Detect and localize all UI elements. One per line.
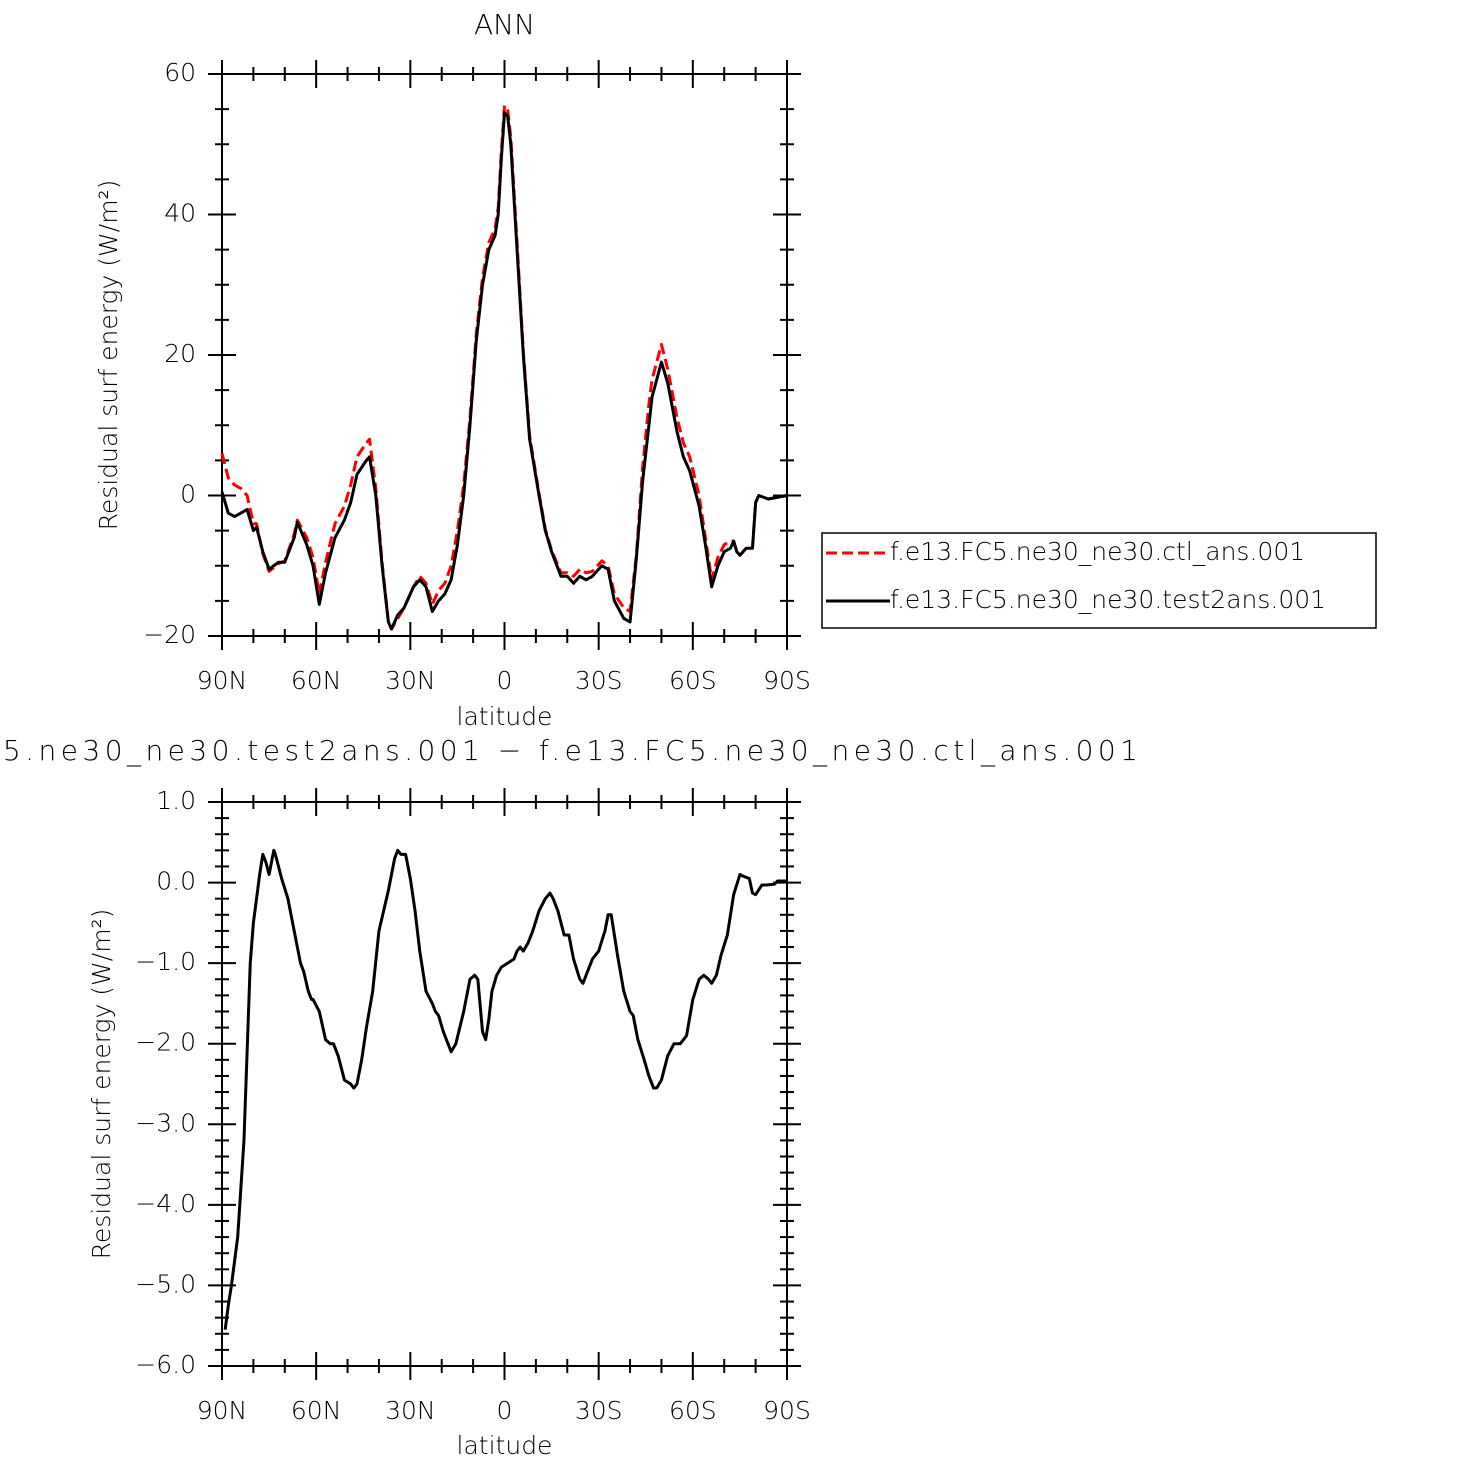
y-tick-label: −5.0 [135, 1269, 196, 1298]
y-tick-label: 0 [180, 480, 196, 509]
x-tick-label: 0 [497, 666, 513, 695]
y-tick-label: 1.0 [156, 786, 196, 815]
chart-title: ANN [474, 8, 535, 41]
x-tick-label: 60S [669, 1396, 717, 1425]
y-tick-label: −3.0 [135, 1108, 196, 1137]
x-tick-label: 30S [575, 666, 623, 695]
y-tick-label: 40 [164, 199, 196, 228]
y-tick-label: 60 [164, 58, 196, 87]
x-axis-label: latitude [457, 1431, 553, 1460]
x-tick-label: 30N [385, 666, 436, 695]
x-tick-label: 90N [197, 1396, 248, 1425]
data-line [223, 848, 787, 1330]
y-axis-label: Residual surf energy (W/m²) [94, 180, 123, 531]
x-tick-label: 60S [669, 666, 717, 695]
x-tick-label: 0 [497, 1396, 513, 1425]
data-line [220, 104, 788, 631]
y-tick-label: −4.0 [135, 1189, 196, 1218]
y-axis-label: Residual surf energy (W/m²) [87, 909, 116, 1260]
legend-box [821, 532, 1377, 629]
chart-title: f.e13.FC5.ne30_ne30.test2ans.001 − f.e13… [0, 734, 1138, 768]
x-tick-label: 60N [291, 666, 342, 695]
y-tick-label: −6.0 [135, 1350, 196, 1379]
y-tick-label: 20 [164, 339, 196, 368]
legend-label: f.e13.FC5.ne30_ne30.test2ans.001 [890, 585, 1326, 614]
x-axis-label: latitude [457, 702, 553, 731]
y-tick-label: −2.0 [135, 1028, 196, 1057]
y-tick-label: −20 [143, 620, 196, 649]
plot-frame [221, 801, 788, 1367]
plot-frame [221, 73, 788, 637]
x-tick-label: 90N [197, 666, 248, 695]
legend: f.e13.FC5.ne30_ne30.ctl_ans.001 f.e13.FC5… [821, 532, 1377, 629]
y-tick-label: 0.0 [156, 867, 196, 896]
x-tick-label: 60N [291, 1396, 342, 1425]
x-tick-label: 30S [575, 1396, 623, 1425]
x-tick-label: 90S [763, 1396, 811, 1425]
data-line [220, 111, 788, 631]
legend-label: f.e13.FC5.ne30_ne30.ctl_ans.001 [890, 537, 1305, 566]
x-tick-label: 30N [385, 1396, 436, 1425]
y-tick-label: −1.0 [135, 947, 196, 976]
x-tick-label: 90S [763, 666, 811, 695]
